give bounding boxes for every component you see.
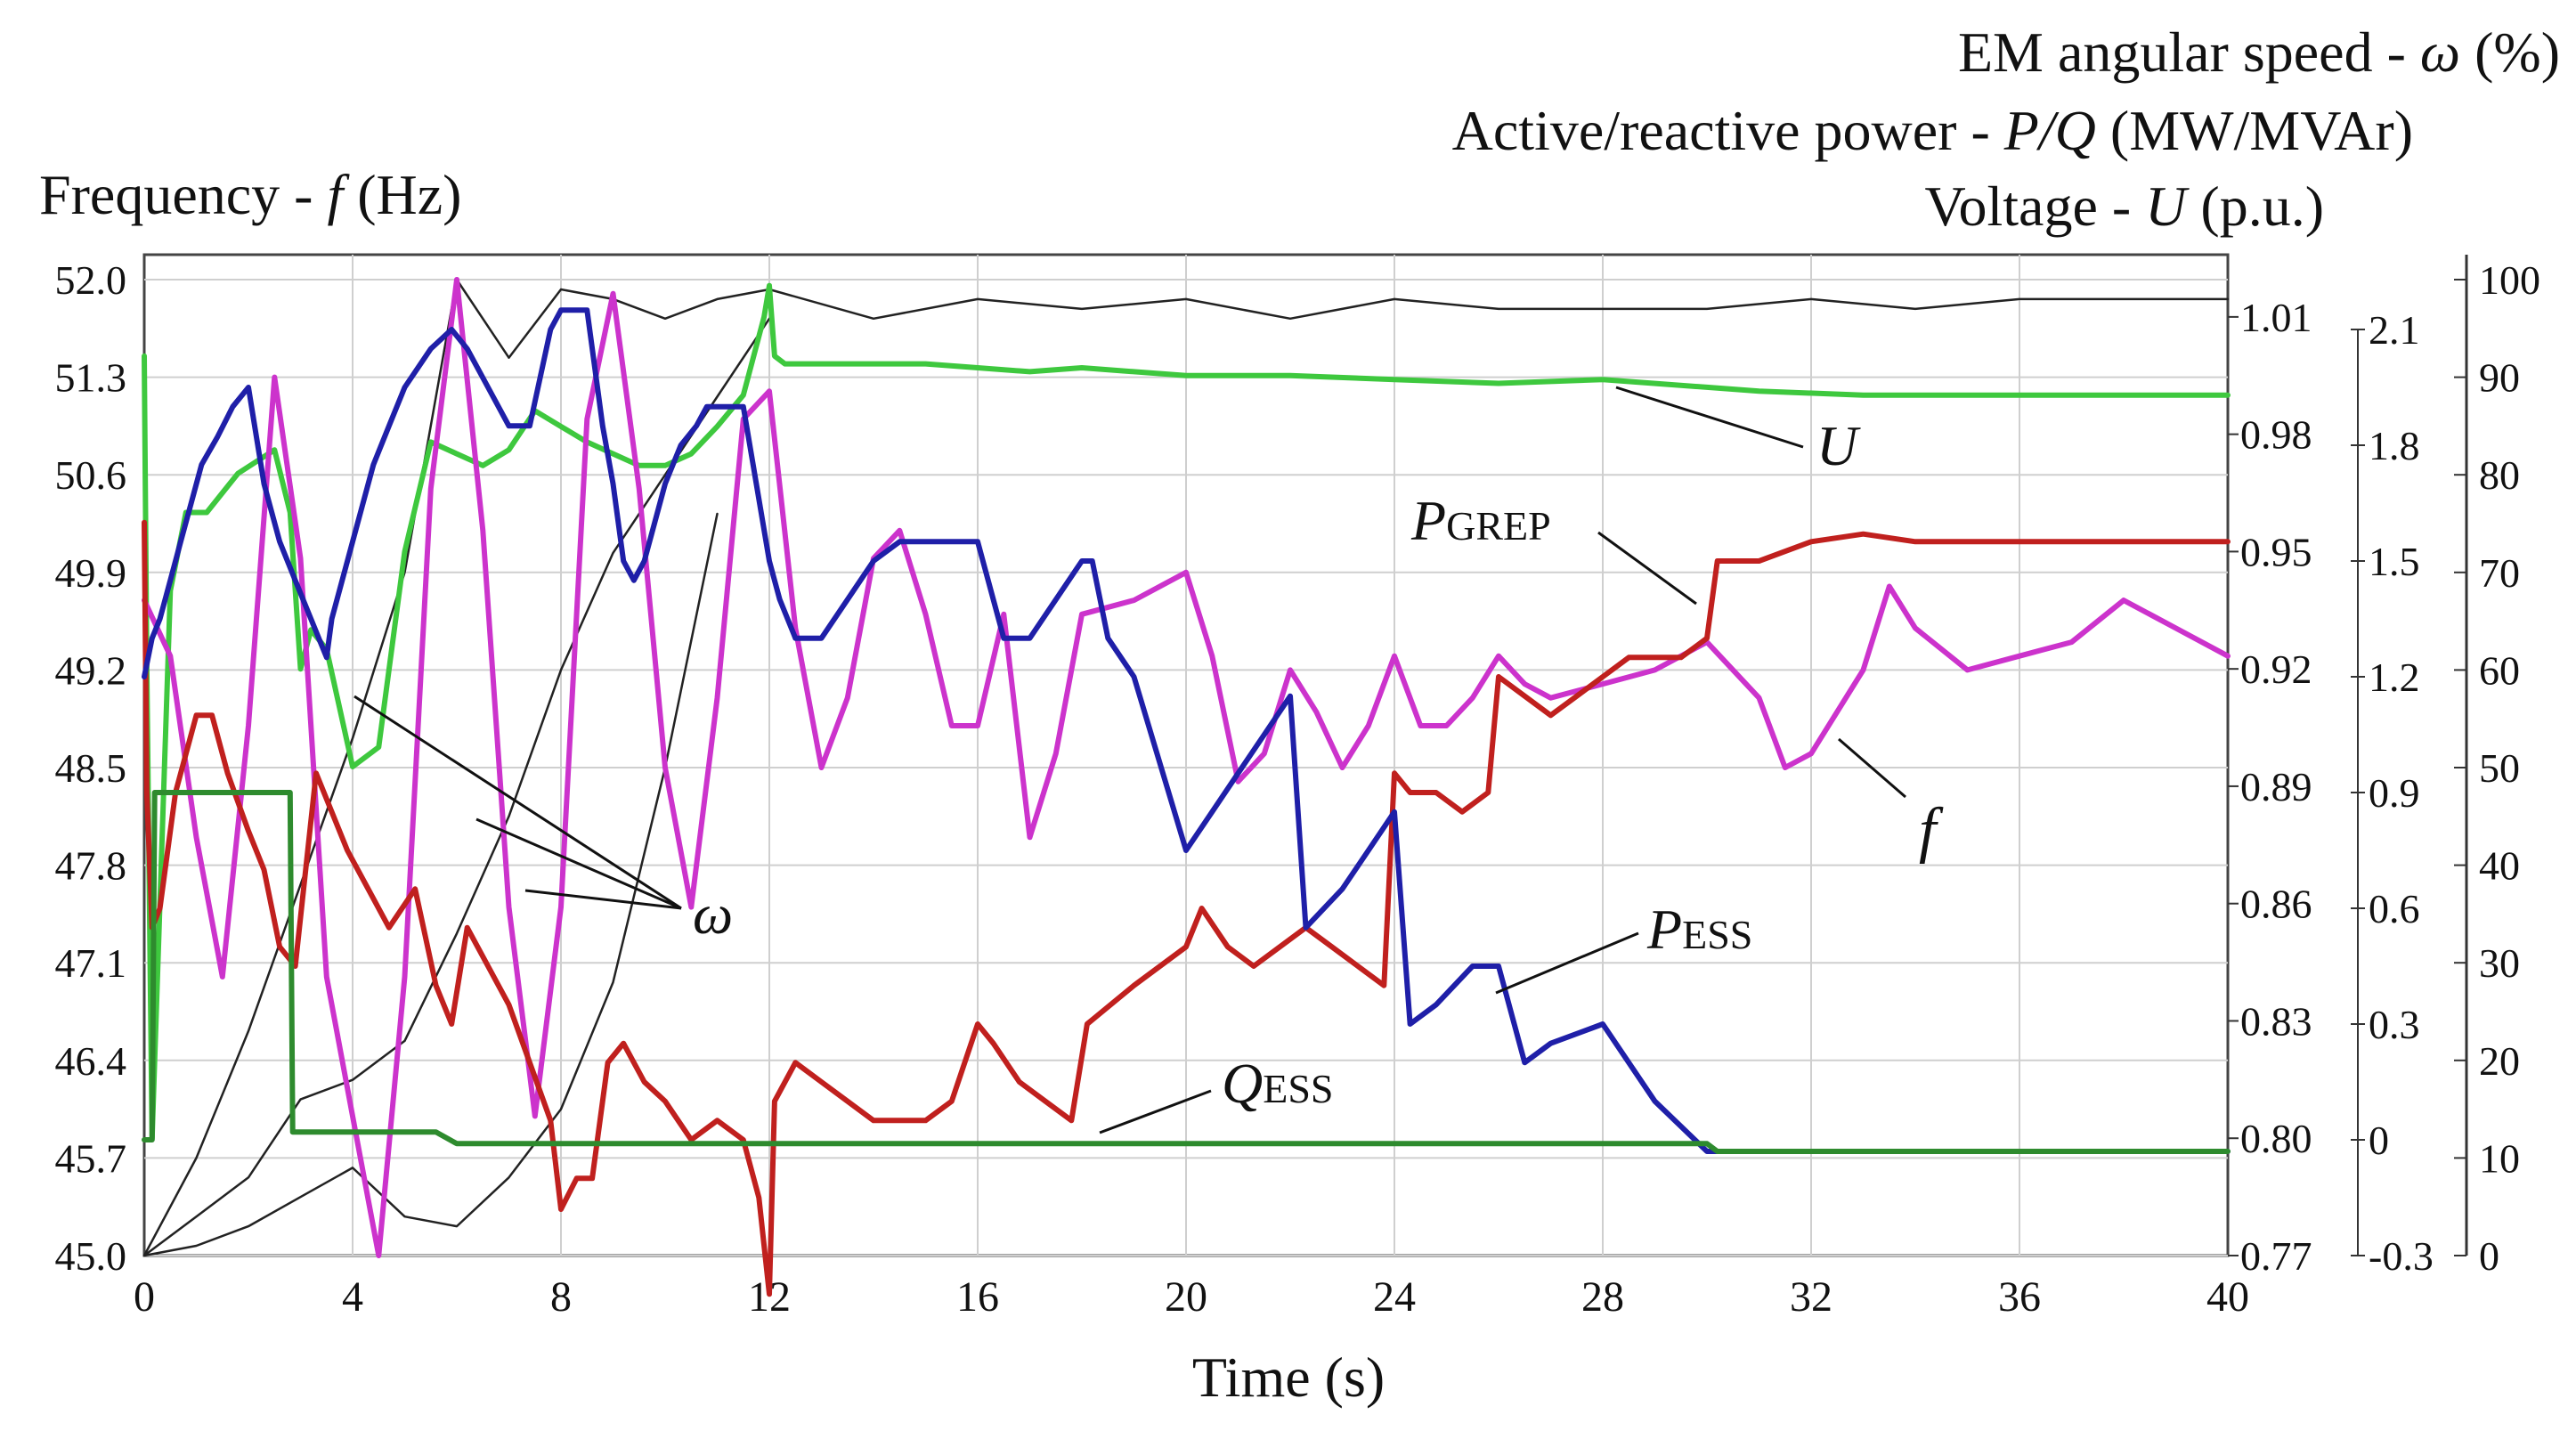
x-tick-label: 0: [134, 1273, 155, 1321]
voltage-tick-label: 0.98: [2240, 412, 2312, 458]
voltage-tick-label: 0.92: [2240, 646, 2312, 692]
leader-Q-ESS: [1099, 1089, 1212, 1134]
voltage-tick-label: 0.77: [2240, 1233, 2312, 1279]
label-P-GREP-sub: GREP: [1446, 503, 1551, 549]
x-tick-label: 4: [342, 1273, 363, 1321]
power-tick-label: -0.3: [2369, 1233, 2434, 1279]
voltage-tick-label: 0.95: [2240, 529, 2312, 574]
series-pgrep-line: [142, 519, 2231, 1297]
label-P-GREP-main: P: [1410, 489, 1446, 552]
frequency-tick-label: 45.0: [55, 1233, 127, 1279]
title-pq: Active/reactive power - P/Q (MW/MVAr): [1452, 99, 2413, 162]
series-f-line: [142, 277, 2231, 1258]
power-tick-label: 1.5: [2369, 539, 2420, 584]
power-tick-label: 0.9: [2369, 770, 2420, 816]
title-pq-unit: (MW/MVAr): [2096, 99, 2413, 162]
frequency-tick-label: 51.3: [55, 355, 127, 401]
label-P-GREP: PGREP: [1410, 489, 1551, 552]
label-Q-ESS-main: Q: [1222, 1052, 1263, 1115]
x-tick-label: 32: [1790, 1273, 1832, 1321]
title-omega-symbol: ω: [2420, 20, 2460, 84]
title-pq-label: Active/reactive power -: [1452, 99, 2004, 162]
left-axis-title-unit: (Hz): [343, 163, 461, 226]
speed-tick-label: 0: [2479, 1233, 2499, 1279]
leader-P-ESS: [1495, 931, 1639, 995]
x-tick-label: 28: [1581, 1273, 1624, 1321]
title-u-label: Voltage -: [1925, 175, 2146, 238]
power-tick-label: 1.2: [2369, 655, 2420, 700]
title-omega: EM angular speed - ω (%): [1958, 20, 2560, 84]
leader-U: [1615, 386, 1804, 449]
series-3-line: [142, 512, 719, 1257]
power-tick-label: 0.3: [2369, 1002, 2420, 1047]
speed-tick-label: 60: [2479, 647, 2520, 693]
series-layer: [142, 277, 2231, 1297]
annotations: U PGREP f ω PESS QESS: [353, 386, 1944, 1134]
power-tick-label: 0: [2369, 1118, 2389, 1163]
left-axis-title: Frequency - f (Hz): [39, 163, 461, 226]
x-axis-label: Time (s): [1192, 1346, 1385, 1409]
label-P-ESS-sub: ESS: [1682, 912, 1752, 957]
x-tick-label: 24: [1373, 1273, 1416, 1321]
title-pq-symbol: P/Q: [2003, 99, 2096, 162]
series-u-line: [142, 282, 2231, 1142]
label-U: U: [1816, 414, 1861, 477]
label-omega: ω: [693, 882, 733, 946]
x-tick-label: 40: [2206, 1273, 2249, 1321]
speed-tick-label: 100: [2479, 257, 2540, 303]
voltage-tick-label: 1.01: [2240, 295, 2312, 340]
voltage-tick-label: 0.89: [2240, 764, 2312, 809]
series-qess-line: [142, 790, 2231, 1154]
leader-P-GREP: [1597, 531, 1697, 606]
title-u-symbol: U: [2145, 175, 2190, 238]
leader-f: [1838, 737, 1906, 799]
leader-omega-1: [353, 695, 682, 910]
leader-omega-2: [475, 817, 682, 910]
frequency-tick-label: 47.1: [55, 940, 127, 986]
speed-tick-label: 50: [2479, 745, 2520, 791]
speed-tick-label: 90: [2479, 355, 2520, 401]
power-tick-label: 0.6: [2369, 886, 2420, 931]
frequency-tick-label: 50.6: [55, 452, 127, 498]
label-Q-ESS-sub: ESS: [1263, 1066, 1333, 1111]
voltage-tick-label: 0.83: [2240, 998, 2312, 1044]
frequency-tick-label: 47.8: [55, 843, 127, 889]
x-tick-label: 8: [550, 1273, 572, 1321]
frequency-tick-label: 49.2: [55, 647, 127, 693]
grid: [144, 255, 2228, 1256]
series-pess-line: [142, 307, 2231, 1154]
x-tick-label: 20: [1165, 1273, 1207, 1321]
speed-tick-label: 30: [2479, 940, 2520, 986]
title-omega-label: EM angular speed -: [1958, 20, 2420, 84]
frequency-tick-label: 45.7: [55, 1135, 127, 1181]
axes: 0 4 8 12 16 20 24 28 32 36 4045.045.746.447.147.84…: [55, 255, 2540, 1321]
label-Q-ESS: QESS: [1222, 1052, 1333, 1115]
power-tick-label: 1.8: [2369, 423, 2420, 468]
frequency-tick-label: 48.5: [55, 745, 127, 791]
speed-tick-label: 80: [2479, 452, 2520, 498]
label-P-ESS: PESS: [1646, 898, 1752, 961]
x-tick-label: 16: [956, 1273, 999, 1321]
title-u-unit: (p.u.): [2186, 175, 2324, 238]
title-u: Voltage - U (p.u.): [1925, 175, 2325, 238]
frequency-tick-label: 49.9: [55, 550, 127, 596]
speed-tick-label: 40: [2479, 843, 2520, 889]
voltage-tick-label: 0.86: [2240, 882, 2312, 927]
series-1-line: [142, 278, 2230, 1257]
leader-omega-3: [524, 889, 682, 910]
voltage-tick-label: 0.80: [2240, 1116, 2312, 1161]
x-tick-label: 36: [1998, 1273, 2041, 1321]
label-P-ESS-main: P: [1646, 898, 1682, 961]
power-tick-label: 2.1: [2369, 307, 2420, 353]
speed-tick-label: 20: [2479, 1038, 2520, 1084]
speed-tick-label: 70: [2479, 550, 2520, 596]
speed-tick-label: 10: [2479, 1135, 2520, 1181]
frequency-tick-label: 52.0: [55, 257, 127, 303]
title-omega-unit: (%): [2460, 20, 2560, 84]
series-2-line: [142, 317, 771, 1257]
frequency-tick-label: 46.4: [55, 1038, 127, 1084]
left-axis-title-label: Frequency -: [39, 163, 327, 226]
